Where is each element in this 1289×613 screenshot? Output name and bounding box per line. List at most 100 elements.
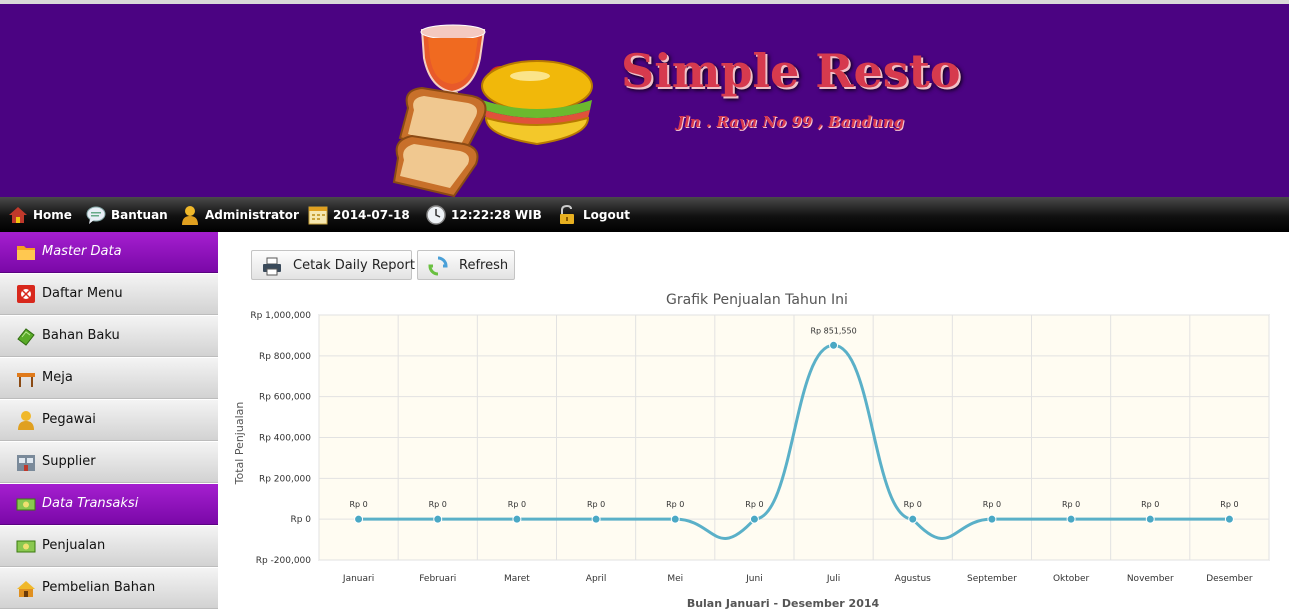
x-tick-label: Desember: [1206, 574, 1253, 584]
data-label: Rp 0: [349, 500, 367, 509]
table-icon: [17, 373, 35, 387]
employee-icon: [18, 411, 34, 430]
data-point[interactable]: [670, 514, 680, 524]
data-label: Rp 0: [1141, 500, 1159, 509]
data-label: Rp 0: [983, 500, 1001, 509]
sidebar-item-penjualan[interactable]: Penjualan: [0, 526, 218, 567]
chart-title: Grafik Penjualan Tahun Ini: [666, 292, 848, 308]
sidebar-item-label: Penjualan: [42, 538, 106, 553]
data-point[interactable]: [1066, 514, 1076, 524]
user-icon: [182, 205, 198, 225]
data-point[interactable]: [1145, 514, 1155, 524]
y-tick-label: Rp 200,000: [259, 474, 311, 484]
ingredients-icon: [17, 328, 35, 346]
sidebar-item-label: Bahan Baku: [42, 328, 120, 343]
data-point[interactable]: [354, 514, 364, 524]
data-point[interactable]: [908, 514, 918, 524]
nav-date: 2014-07-18: [308, 197, 410, 232]
top-navbar: Home Bantuan Administrator 2014-07-18 12…: [0, 197, 1289, 232]
x-tick-label: Agustus: [895, 574, 931, 584]
y-tick-label: Rp 400,000: [259, 434, 311, 444]
sidebar-item-daftar-menu[interactable]: Daftar Menu: [0, 274, 218, 315]
x-tick-label: Februari: [419, 574, 456, 584]
refresh-button-label: Refresh: [459, 258, 509, 273]
sidebar-item-pegawai[interactable]: Pegawai: [0, 400, 218, 441]
x-axis-label: Bulan Januari - Desember 2014: [687, 597, 880, 610]
money-icon: [16, 540, 36, 553]
y-tick-label: Rp -200,000: [256, 556, 312, 566]
top-border: [0, 0, 1289, 4]
menu-book-icon: [17, 285, 35, 303]
print-daily-report-button[interactable]: Cetak Daily Report: [251, 250, 415, 280]
padlock-icon: [560, 204, 574, 224]
sidebar-item-label: Pembelian Bahan: [42, 580, 156, 595]
x-tick-label: Oktober: [1053, 574, 1090, 584]
data-label: Rp 0: [1062, 500, 1080, 509]
refresh-icon: [428, 256, 448, 276]
nav-bantuan-label: Bantuan: [111, 207, 168, 222]
data-label: Rp 0: [745, 500, 763, 509]
x-tick-label: Januari: [342, 574, 374, 584]
data-label: Rp 0: [904, 500, 922, 509]
sidebar-item-supplier[interactable]: Supplier: [0, 442, 218, 483]
food-logo: [392, 24, 593, 197]
sidebar-item-label: Meja: [42, 370, 73, 385]
brand-address: Jln . Raya No 99 , Bandung: [677, 113, 905, 131]
nav-clock: 12:22:28 WIB: [426, 197, 542, 232]
clock-icon: [426, 204, 446, 225]
refresh-button[interactable]: Refresh: [417, 250, 515, 280]
sidebar-item-meja[interactable]: Meja: [0, 358, 218, 399]
x-axis-ticks: Januari Februari Maret April Mei Juni Juli Agus…: [342, 574, 1253, 584]
x-tick-label: Juni: [745, 574, 763, 584]
y-tick-label: Rp 1,000,000: [250, 311, 311, 321]
nav-administrator[interactable]: Administrator: [180, 197, 299, 232]
sidebar-item-label: Daftar Menu: [42, 286, 123, 301]
nav-bantuan[interactable]: Bantuan: [86, 197, 168, 232]
sidebar-item-label: Pegawai: [42, 412, 96, 427]
chart-grid: [318, 314, 1270, 561]
nav-home[interactable]: Home: [8, 197, 72, 232]
data-label: Rp 0: [666, 500, 684, 509]
x-tick-label: Juli: [826, 574, 840, 584]
data-label: Rp 0: [429, 500, 447, 509]
data-label: Rp 0: [587, 500, 605, 509]
data-labels: Rp 0 Rp 0 Rp 0 Rp 0 Rp 0 Rp 0 Rp 851,550 Rp 0 Rp…: [349, 326, 1238, 509]
print-button-label: Cetak Daily Report: [293, 258, 415, 273]
data-point[interactable]: [512, 514, 522, 524]
x-tick-label: April: [586, 574, 607, 584]
nav-clock-label: 12:22:28 WIB: [451, 207, 542, 222]
data-point[interactable]: [749, 514, 759, 524]
data-label: Rp 0: [508, 500, 526, 509]
data-point[interactable]: [433, 514, 443, 524]
nav-date-label: 2014-07-18: [333, 207, 410, 222]
sales-chart: Grafik Penjualan Tahun Ini Rp -200,000 Rp…: [233, 292, 1270, 610]
data-points: [354, 340, 1234, 524]
x-tick-label: Mei: [667, 574, 683, 584]
chat-bubble-icon: [86, 206, 106, 224]
data-point[interactable]: [987, 514, 997, 524]
sidebar-section-data-transaksi[interactable]: Data Transaksi: [0, 484, 218, 525]
y-tick-label: Rp 800,000: [259, 352, 311, 362]
data-point[interactable]: [591, 514, 601, 524]
y-axis-ticks: Rp -200,000 Rp 0 Rp 200,000 Rp 400,000 Rp 60…: [250, 311, 311, 566]
nav-logout-label: Logout: [583, 207, 631, 222]
x-tick-label: Maret: [504, 574, 530, 584]
printer-icon: [263, 257, 281, 276]
y-axis-label: Total Penjualan: [233, 402, 246, 486]
sidebar-section-master-data[interactable]: Master Data: [0, 232, 218, 273]
sidebar: Master Data Daftar Menu Bahan Baku Meja …: [0, 232, 218, 613]
home-icon: [9, 206, 27, 223]
x-tick-label: November: [1127, 574, 1174, 584]
money-icon: [16, 498, 36, 511]
folder-icon: [17, 246, 35, 260]
data-point[interactable]: [829, 340, 839, 350]
nav-home-label: Home: [33, 207, 72, 222]
sidebar-item-bahan-baku[interactable]: Bahan Baku: [0, 316, 218, 357]
purchase-icon: [17, 581, 35, 597]
header-banner: Simple Resto Jln . Raya No 99 , Bandung: [0, 4, 1289, 197]
nav-administrator-label: Administrator: [205, 207, 299, 222]
nav-logout[interactable]: Logout: [558, 197, 630, 232]
sidebar-item-pembelian-bahan[interactable]: Pembelian Bahan: [0, 568, 218, 609]
data-point[interactable]: [1224, 514, 1234, 524]
brand-title: Simple Resto: [621, 44, 961, 98]
